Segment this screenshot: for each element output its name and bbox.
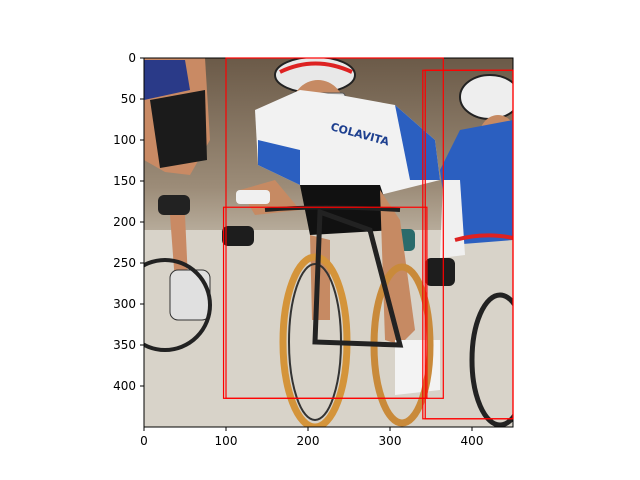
y-tick-label: 100: [113, 133, 136, 147]
y-tick-label: 150: [113, 174, 136, 188]
y-tick-label: 400: [113, 379, 136, 393]
y-tick-label: 50: [121, 92, 136, 106]
y-tick-label: 300: [113, 297, 136, 311]
y-tick-label: 200: [113, 215, 136, 229]
y-tick-label: 250: [113, 256, 136, 270]
y-tick-label: 0: [128, 51, 136, 65]
y-tick-label: 350: [113, 338, 136, 352]
x-tick-label: 300: [379, 434, 402, 448]
x-tick-label: 200: [297, 434, 320, 448]
photo: COLAVITA: [120, 57, 528, 430]
x-tick-label: 100: [215, 434, 238, 448]
x-tick-label: 0: [140, 434, 148, 448]
x-tick-label: 400: [461, 434, 484, 448]
